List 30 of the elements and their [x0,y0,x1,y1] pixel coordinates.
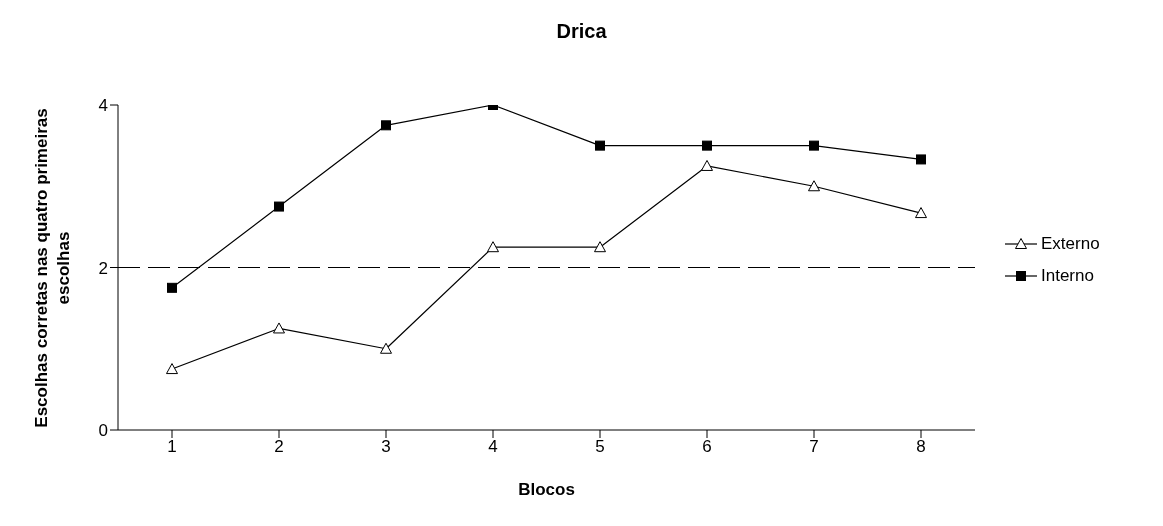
point [808,180,820,192]
legend-label: Interno [1041,265,1094,286]
point [916,154,926,165]
legend-label: Externo [1041,233,1100,254]
point [487,241,499,253]
point [594,241,606,253]
point [166,363,178,375]
point [595,140,605,151]
y-tick-label: 2 [98,258,108,278]
y-tick-label: 4 [98,96,108,116]
point [701,159,713,171]
point [380,342,392,354]
point [167,282,177,293]
point [702,140,712,151]
x-tick-label: 2 [274,437,284,457]
x-tick-label: 4 [488,437,498,457]
y-axis-title: Escolhas corretas nas quatro primeiras escolhas [31,106,74,430]
x-tick-label: 8 [916,437,926,457]
x-tick-label: 1 [167,437,177,457]
x-tick-label: 3 [381,437,391,457]
y-tick-label: 0 [98,421,108,441]
point [273,322,285,334]
x-tick-label: 7 [809,437,819,457]
point [809,140,819,151]
x-tick-label: 5 [595,437,605,457]
x-axis-title: Blocos [517,480,576,500]
point [915,207,927,219]
point [274,201,284,212]
chart-title: Drica [555,20,608,43]
x-tick-label: 6 [702,437,712,457]
